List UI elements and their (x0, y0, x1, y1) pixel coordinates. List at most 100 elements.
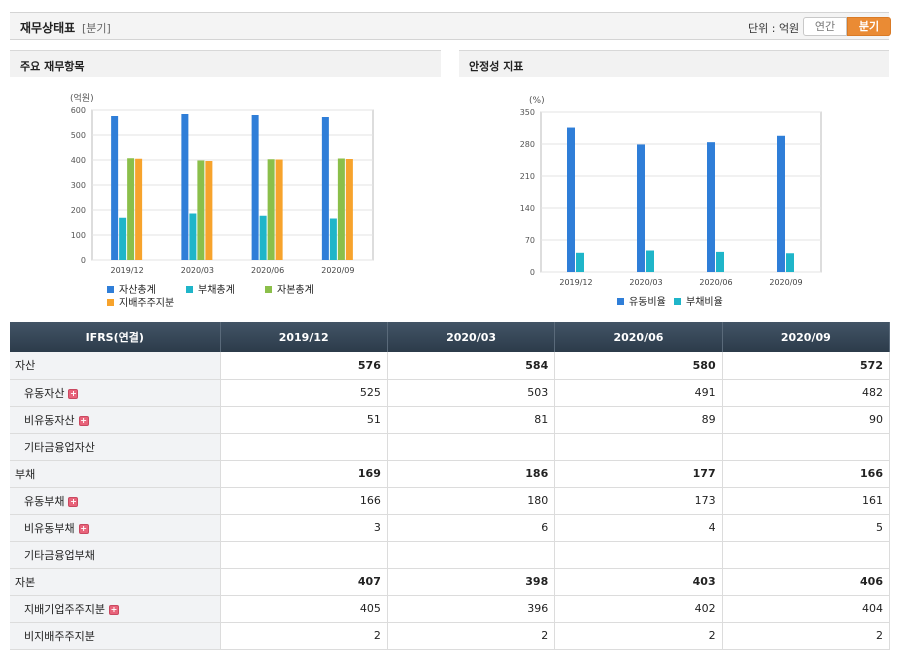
y-tick-label: 280 (520, 140, 535, 149)
bar (777, 135, 785, 272)
column-header: 2019/12 (220, 322, 388, 352)
y-tick-label: 70 (525, 236, 535, 245)
key-items-chart: 0 100 200 300 400 500 600 (억원) 2019/12 2020/03 202… (70, 92, 374, 309)
value-cell: 173 (554, 487, 723, 515)
value-cell: 51 (220, 406, 388, 434)
expand-plus-icon[interactable]: + (68, 388, 79, 399)
y-axis-label: (%) (529, 96, 545, 106)
period-label: [분기] (82, 22, 111, 35)
bar (205, 161, 213, 260)
legend-swatch (617, 298, 624, 305)
value-cell: 406 (722, 568, 891, 596)
expand-plus-icon[interactable]: + (108, 604, 119, 615)
table-row: 비유동자산 +51 81 89 90 (10, 406, 891, 434)
bar (337, 158, 345, 260)
bar (707, 142, 715, 272)
value-cell: 169 (220, 460, 388, 488)
bar (637, 144, 645, 272)
table-row: 자산 576 584 580 572 (10, 352, 891, 380)
bar (267, 159, 275, 260)
value-cell: 81 (387, 406, 556, 434)
stability-chart: 0 70 140 210 280 350 (%) 2019/12 2020/03 2020/06 2… (520, 96, 822, 308)
y-tick-label: 140 (520, 204, 535, 213)
x-tick-label: 2020/09 (321, 266, 354, 275)
legend-label: 부채비율 (686, 296, 723, 308)
legend-swatch (107, 286, 114, 293)
y-tick-label: 0 (530, 268, 535, 277)
value-cell: 4 (554, 514, 723, 542)
value-cell: 491 (554, 379, 723, 407)
y-tick-label: 0 (81, 256, 86, 265)
value-cell (722, 541, 891, 569)
legend-swatch (107, 299, 114, 306)
legend-swatch (265, 286, 272, 293)
value-cell (387, 433, 556, 461)
value-cell: 576 (220, 352, 388, 380)
bar (716, 251, 724, 272)
unit-label: 단위 : 억원 (748, 22, 800, 35)
table-corner-header: IFRS(연결) (10, 322, 221, 352)
y-tick-label: 400 (71, 156, 86, 165)
bar (259, 215, 267, 260)
expand-plus-icon[interactable]: + (78, 523, 89, 534)
value-cell: 177 (554, 460, 723, 488)
value-cell: 525 (220, 379, 388, 407)
value-cell: 180 (387, 487, 556, 515)
value-cell: 404 (722, 595, 891, 623)
row-label-cell: 유동자산 + (10, 379, 221, 407)
row-label: 부채 (15, 467, 36, 481)
table-row: 지배기업주주지분 +405 396 402 404 (10, 595, 891, 623)
row-label: 지배기업주주지분 (24, 602, 105, 616)
table-header-row: IFRS(연결) 2019/12 2020/03 2020/06 2020/09 (10, 322, 891, 352)
value-cell (722, 433, 891, 461)
bar (181, 114, 189, 260)
bar (127, 158, 135, 260)
value-cell: 2 (554, 622, 723, 650)
value-cell: 166 (722, 460, 891, 488)
row-label: 유동부채 (24, 494, 65, 508)
column-header: 2020/06 (554, 322, 723, 352)
row-label-cell: 유동부채 + (10, 487, 221, 515)
row-label: 기타금융업자산 (24, 440, 95, 454)
value-cell: 161 (722, 487, 891, 515)
row-label: 비지배주주지분 (24, 629, 95, 643)
legend-label: 자산총계 (119, 284, 156, 296)
x-tick-label: 2020/03 (181, 266, 214, 275)
row-label-cell: 부채 (10, 460, 221, 488)
value-cell: 5 (722, 514, 891, 542)
x-tick-label: 2019/12 (111, 266, 144, 275)
value-cell: 6 (387, 514, 556, 542)
row-label-cell: 비지배주주지분 (10, 622, 221, 650)
value-cell: 2 (387, 622, 556, 650)
legend-label: 유동비율 (629, 296, 666, 308)
legend-label: 부채총계 (198, 284, 235, 296)
panel-header-stability: 안정성 지표 (459, 50, 889, 77)
value-cell: 584 (387, 352, 556, 380)
expand-plus-icon[interactable]: + (78, 415, 89, 426)
row-label: 자본 (15, 575, 36, 589)
value-cell: 2 (722, 622, 891, 650)
value-cell: 402 (554, 595, 723, 623)
tab-annual[interactable]: 연간 (803, 17, 847, 36)
bar (345, 159, 353, 260)
panel-title: 주요 재무항목 (20, 60, 85, 73)
bar (197, 160, 205, 260)
value-cell: 403 (554, 568, 723, 596)
row-label: 유동자산 (24, 386, 65, 400)
y-tick-label: 350 (520, 108, 535, 117)
y-tick-label: 500 (71, 131, 86, 140)
value-cell: 89 (554, 406, 723, 434)
value-cell: 482 (722, 379, 891, 407)
tab-quarterly[interactable]: 분기 (847, 17, 891, 36)
row-label: 비유동부채 (24, 521, 75, 535)
bar (189, 213, 197, 260)
x-tick-label: 2020/06 (251, 266, 284, 275)
value-cell: 3 (220, 514, 388, 542)
value-cell (554, 541, 723, 569)
legend-label: 지배주주지분 (119, 297, 174, 309)
row-label: 자산 (15, 359, 36, 373)
x-tick-label: 2020/03 (629, 278, 662, 287)
period-tabs: 연간 분기 (803, 17, 891, 36)
value-cell: 398 (387, 568, 556, 596)
expand-plus-icon[interactable]: + (68, 496, 79, 507)
